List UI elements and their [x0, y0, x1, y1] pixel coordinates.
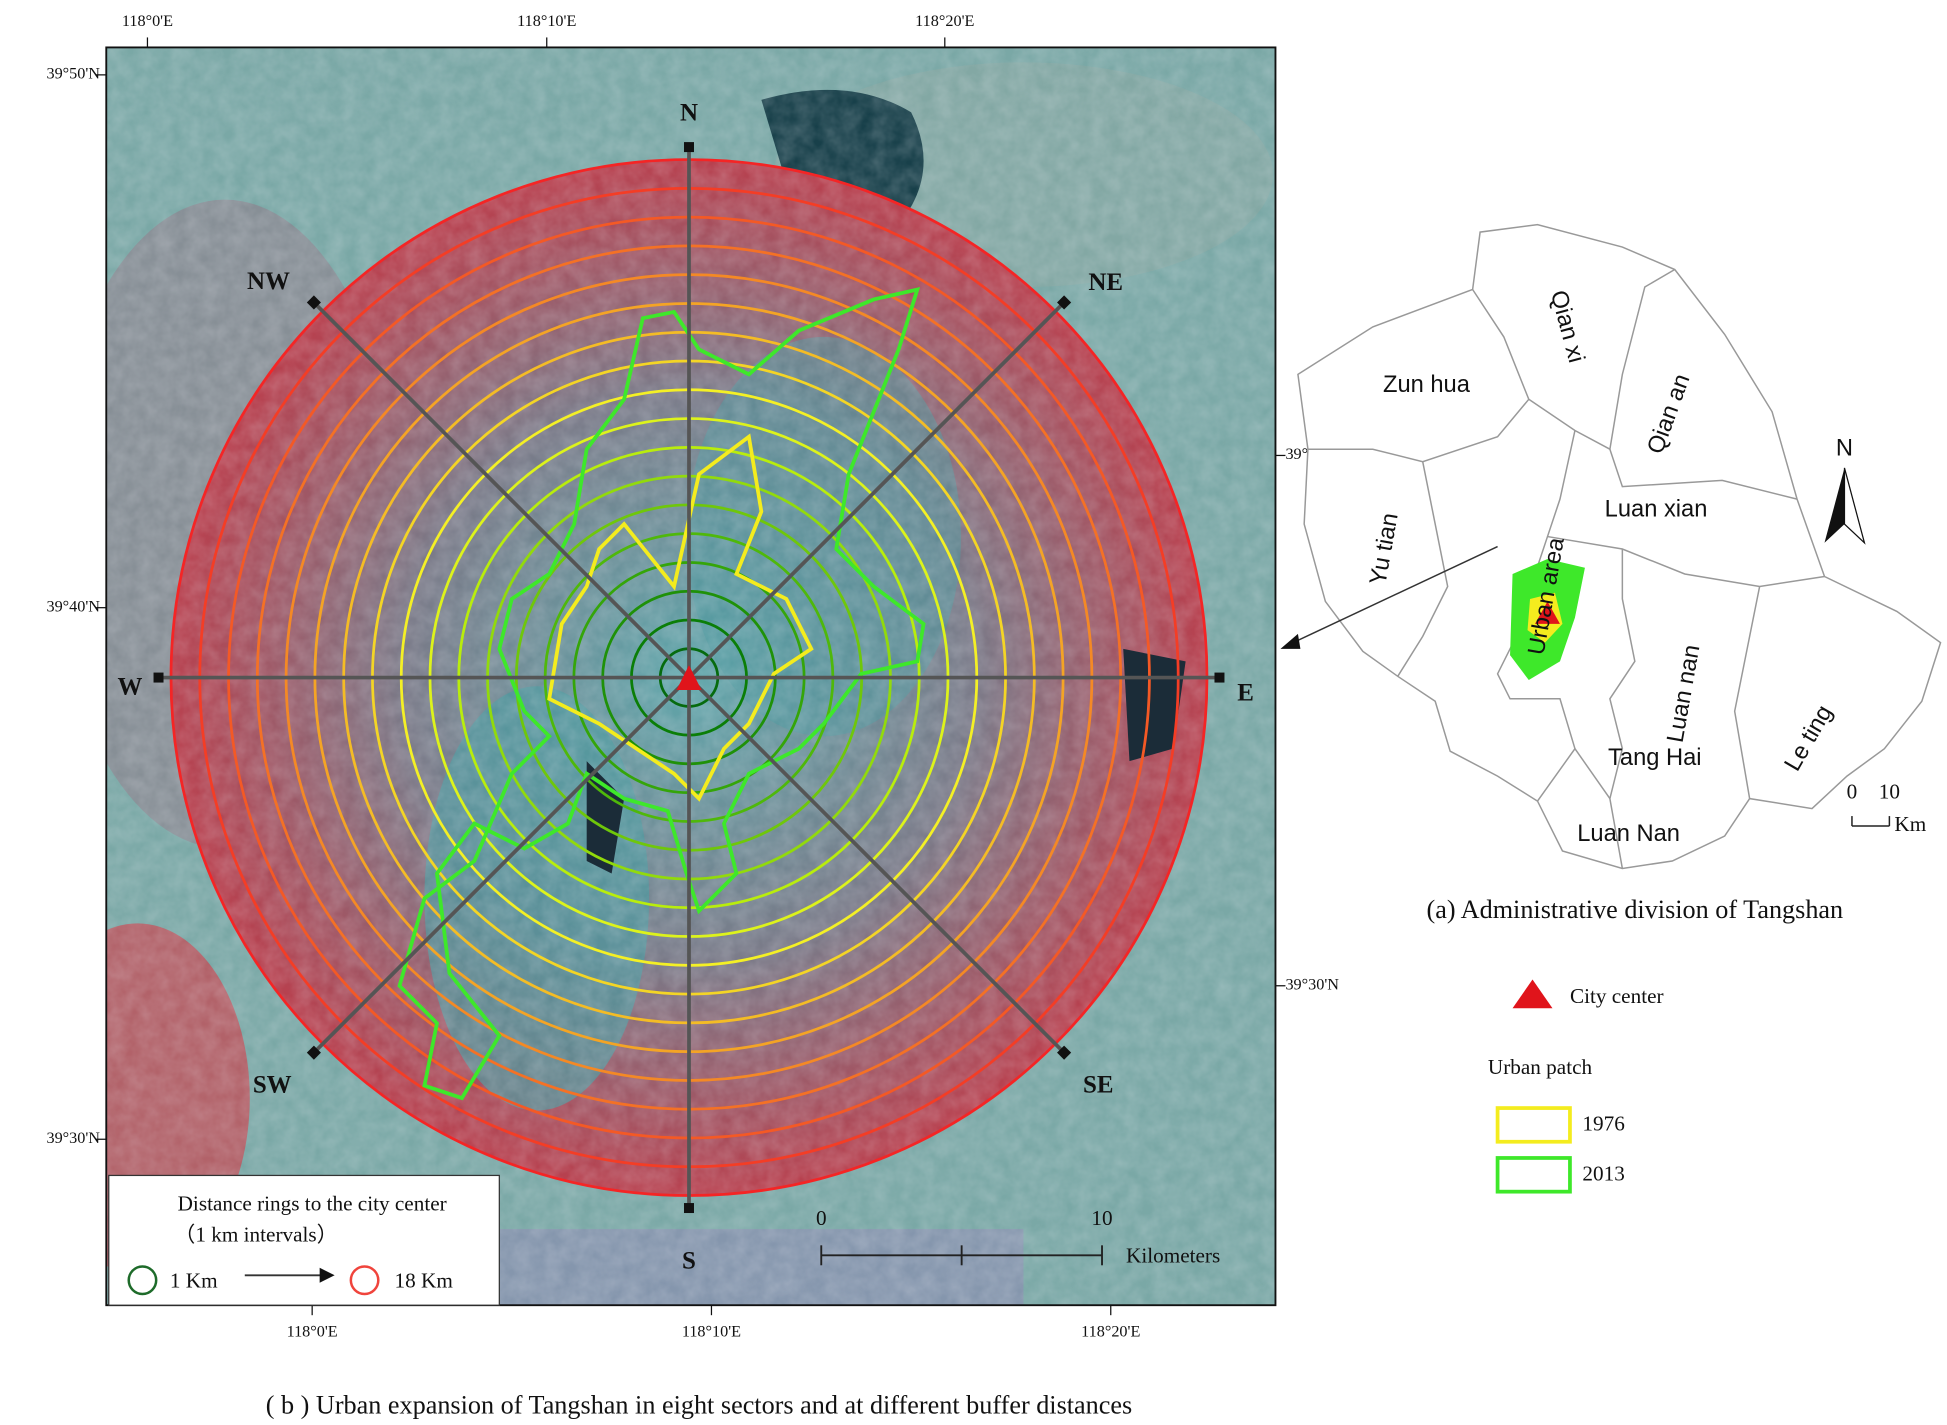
urban-patch-1976 — [547, 433, 814, 802]
scale-unit: Kilometers — [1126, 1244, 1220, 1268]
north-arrow — [1843, 467, 1866, 545]
sector-end — [306, 1045, 321, 1060]
inset-city-center — [1535, 601, 1560, 624]
scale-tick-label: 10 — [1091, 1206, 1112, 1230]
lat-label: 39°30'N — [1285, 975, 1339, 993]
lat-label: 39°30'N — [46, 1129, 100, 1147]
frame-ticks — [96, 37, 1286, 1316]
ring-legend-inner — [127, 1265, 158, 1296]
city-center-marker — [676, 665, 702, 691]
inset-scale-tick-label: 0 — [1847, 779, 1858, 803]
legend-year: 1976 — [1582, 1111, 1624, 1135]
sector-line — [312, 301, 691, 679]
north-arrow — [1824, 467, 1845, 543]
legend-2013-symbol — [1495, 1156, 1572, 1194]
legend-city-center-symbol — [1512, 979, 1553, 1009]
legend-urban-patch: Urban patch — [1488, 1055, 1593, 1079]
map-frame — [105, 46, 1277, 1307]
ring-legend-to: 18 Km — [395, 1269, 454, 1293]
district-label: Zun hua — [1383, 372, 1471, 398]
sector-end — [306, 295, 321, 310]
legend-year: 2013 — [1582, 1161, 1624, 1185]
lon-label: 118°0'E — [122, 12, 173, 30]
legend-1976-symbol — [1495, 1106, 1572, 1144]
scale-tick-label: 0 — [816, 1206, 827, 1230]
sector-line — [312, 676, 691, 1054]
district-label: Luan Nan — [1577, 821, 1680, 847]
ring-legend-from: 1 Km — [170, 1269, 218, 1293]
caption-b: ( b ) Urban expansion of Tangshan in eig… — [266, 1391, 1132, 1420]
urban-patch-2013 — [397, 286, 926, 1101]
district-boundaries — [1297, 223, 1942, 870]
lat-label: 39°40'N — [46, 597, 100, 615]
inset-scale-unit: Km — [1894, 812, 1926, 836]
inset-scale-bar: 0 10 — [1847, 779, 1900, 827]
ring-legend-title: Distance rings to the city center — [178, 1191, 447, 1215]
direction-label: W — [118, 674, 143, 701]
district-label: Luan xian — [1605, 497, 1708, 523]
inset-scale-tick-label: 10 — [1879, 779, 1900, 803]
sector-end — [684, 142, 694, 153]
ring-legend-arrowhead — [319, 1267, 335, 1283]
locator-arrowhead — [1280, 633, 1301, 649]
lon-label: 118°0'E — [287, 1322, 338, 1340]
sector-end — [1057, 1045, 1072, 1060]
scale-bar: 0 10 — [816, 1206, 1113, 1266]
direction-label: SE — [1083, 1072, 1114, 1099]
ring-legend-box — [108, 1174, 500, 1306]
ring-legend-outer — [349, 1265, 380, 1296]
legend-city-center: City center — [1570, 984, 1664, 1008]
sector-end — [1214, 672, 1225, 683]
sector-end — [684, 1203, 694, 1214]
sector-line — [687, 676, 1066, 1054]
lon-label: 118°20'E — [915, 12, 974, 30]
caption-a: (a) Administrative division of Tangshan — [1427, 895, 1844, 924]
sector-lines — [153, 142, 1225, 1214]
sector-line — [687, 301, 1066, 679]
direction-label: NW — [247, 268, 290, 295]
direction-label: E — [1237, 680, 1254, 707]
north-label: N — [1836, 435, 1853, 461]
sector-end — [153, 672, 164, 683]
district-label: Tang Hai — [1608, 745, 1702, 771]
locator-arrow — [1290, 545, 1498, 645]
lon-label: 118°20'E — [1081, 1322, 1140, 1340]
sector-end — [1057, 295, 1072, 310]
direction-label: N — [680, 100, 698, 127]
direction-label: SW — [253, 1072, 292, 1099]
direction-label: NE — [1088, 269, 1123, 296]
lon-label: 118°10'E — [682, 1322, 741, 1340]
lon-label: 118°10'E — [517, 12, 576, 30]
ring-legend-subtitle: （1 km intervals） — [174, 1222, 338, 1246]
direction-label: S — [682, 1248, 696, 1275]
lat-label: 39°50'N — [46, 65, 100, 83]
